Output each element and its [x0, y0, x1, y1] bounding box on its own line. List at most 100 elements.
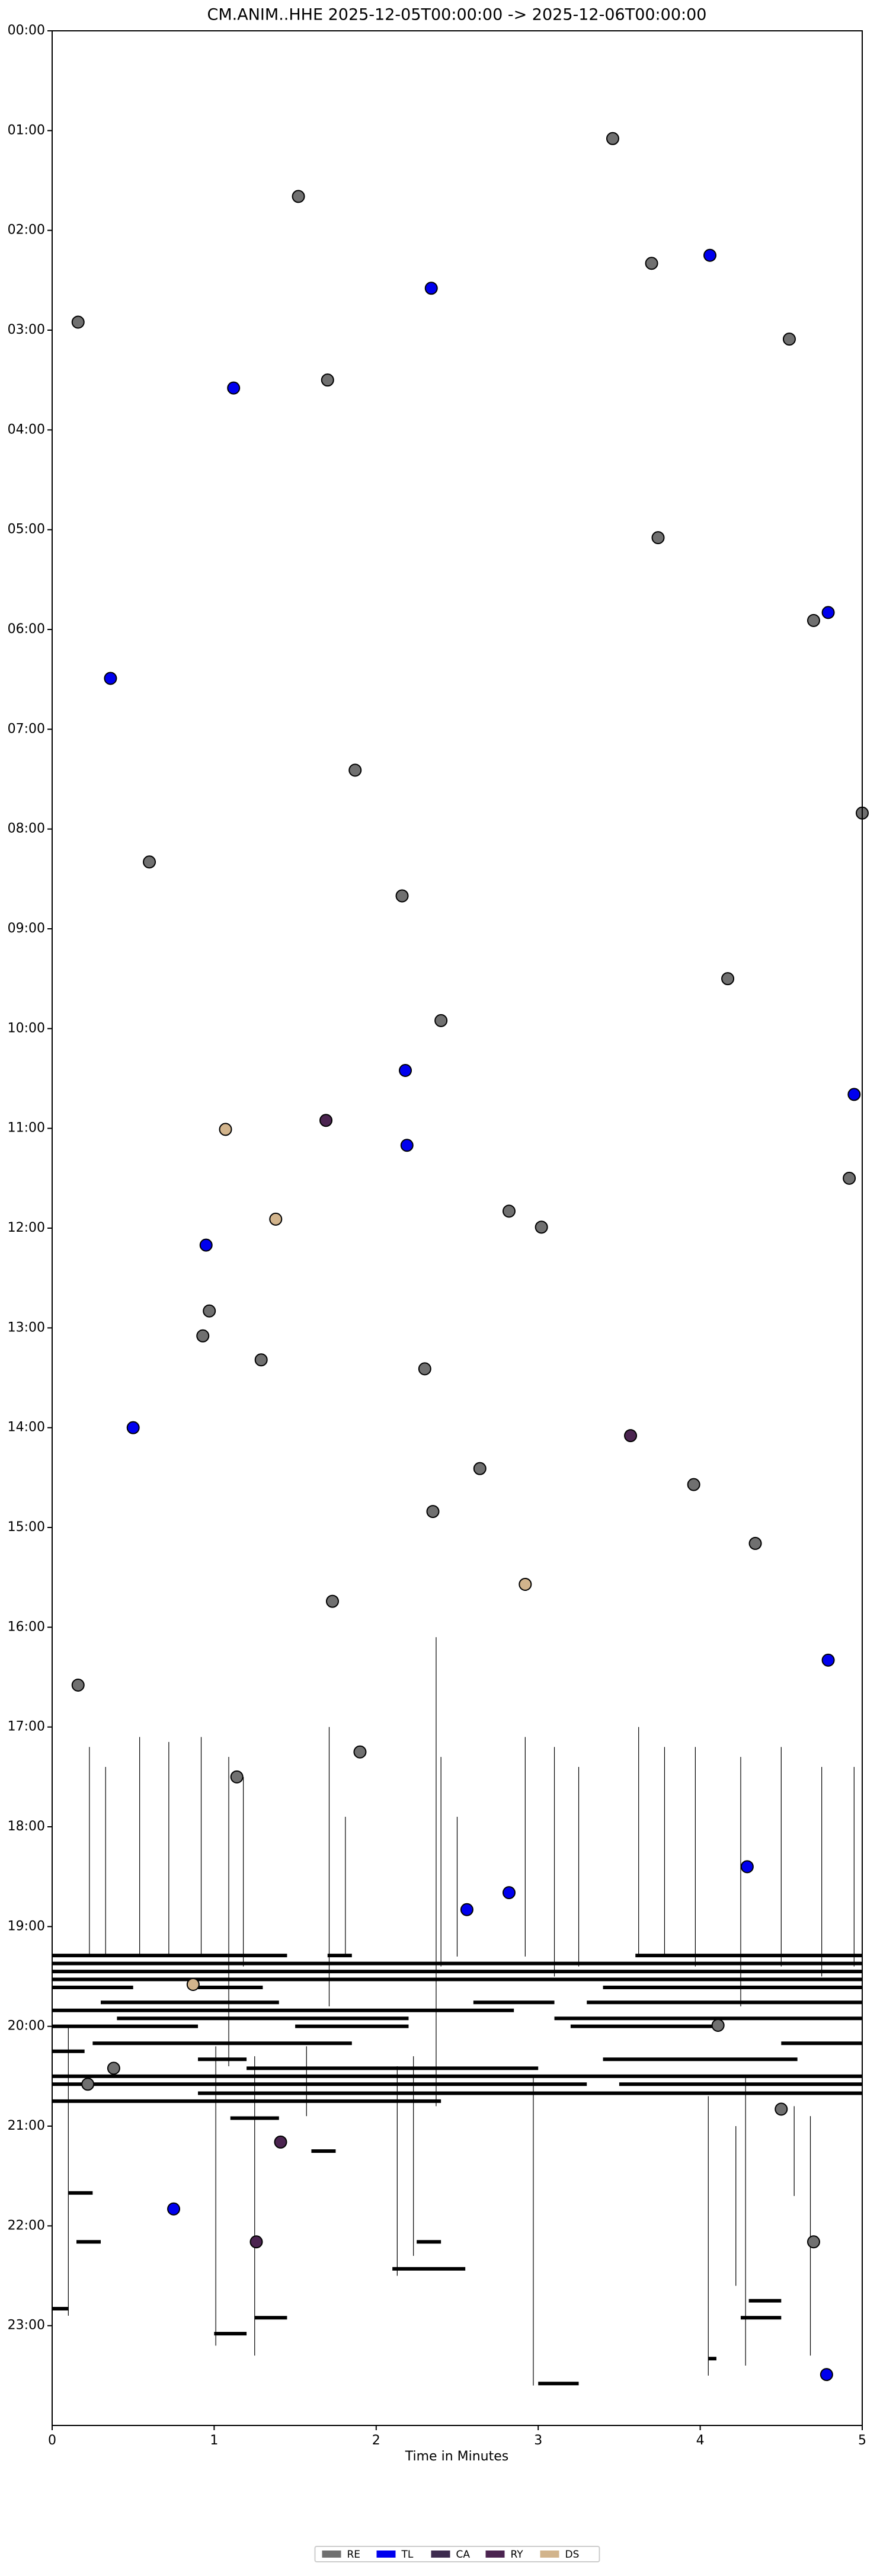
event-marker: [782, 333, 796, 346]
event-marker: [395, 889, 409, 903]
event-marker: [71, 1678, 85, 1692]
event-marker: [748, 1536, 762, 1550]
event-marker: [418, 1362, 431, 1376]
event-marker: [535, 1220, 548, 1234]
y-tick-label: 05:00: [8, 522, 45, 537]
x-tick-label: 3: [534, 2433, 542, 2448]
y-tick-label: 00:00: [8, 23, 45, 38]
event-marker: [711, 2018, 725, 2032]
event-marker: [254, 1353, 268, 1367]
event-marker: [81, 2078, 95, 2091]
event-marker: [353, 1745, 367, 1759]
event-marker: [645, 257, 658, 270]
event-marker: [143, 855, 156, 869]
event-marker: [325, 1594, 339, 1608]
event-marker: [473, 1462, 487, 1475]
y-tick-label: 17:00: [8, 1720, 45, 1734]
event-marker: [687, 1478, 700, 1491]
y-tick-label: 09:00: [8, 921, 45, 936]
event-marker: [807, 613, 820, 627]
legend-swatch: [322, 2551, 341, 2558]
y-tick-label: 13:00: [8, 1320, 45, 1335]
event-marker: [624, 1429, 638, 1443]
event-marker: [230, 1770, 244, 1784]
event-marker: [292, 190, 305, 203]
y-tick-label: 14:00: [8, 1420, 45, 1435]
x-tick-label: 2: [372, 2433, 380, 2448]
x-tick-label: 0: [48, 2433, 56, 2448]
event-marker: [721, 972, 735, 986]
event-marker: [502, 1204, 516, 1218]
event-marker: [219, 1123, 232, 1136]
x-tick-label: 1: [210, 2433, 218, 2448]
event-marker: [424, 282, 438, 295]
event-marker: [400, 1139, 414, 1152]
y-tick-label: 18:00: [8, 1819, 45, 1834]
legend-label: CA: [456, 2549, 471, 2561]
event-marker: [651, 531, 665, 545]
event-marker: [460, 1903, 473, 1916]
y-tick-label: 07:00: [8, 721, 45, 736]
event-marker: [703, 248, 717, 262]
event-marker: [167, 2202, 181, 2216]
event-marker: [399, 1064, 412, 1078]
event-marker: [71, 315, 85, 329]
event-marker: [196, 1329, 210, 1343]
y-tick-label: 04:00: [8, 422, 45, 437]
event-marker: [821, 1653, 835, 1667]
event-marker: [775, 2102, 788, 2116]
event-marker: [321, 373, 334, 387]
event-marker: [426, 1505, 440, 1519]
plot-frame: [52, 30, 863, 2426]
y-tick-label: 20:00: [8, 2019, 45, 2034]
x-axis-label: Time in Minutes: [405, 2449, 509, 2464]
y-tick-label: 10:00: [8, 1021, 45, 1035]
chart-title: CM.ANIM..HHE 2025-12-05T00:00:00 -> 2025…: [207, 6, 707, 24]
y-tick-label: 08:00: [8, 822, 45, 836]
legend-label: RE: [347, 2549, 361, 2561]
legend-swatch: [485, 2551, 505, 2558]
y-tick-label: 21:00: [8, 2118, 45, 2133]
event-marker: [847, 1088, 861, 1101]
event-marker: [104, 672, 117, 685]
event-marker: [821, 606, 835, 619]
y-tick-label: 12:00: [8, 1220, 45, 1235]
y-tick-label: 03:00: [8, 322, 45, 337]
traces: [52, 1637, 862, 2386]
event-marker: [348, 763, 362, 777]
y-tick-label: 06:00: [8, 622, 45, 637]
event-marker: [434, 1014, 448, 1027]
y-tick-label: 11:00: [8, 1121, 45, 1136]
event-marker: [203, 1304, 216, 1318]
event-marker: [186, 1977, 200, 1991]
event-marker: [126, 1421, 140, 1434]
event-marker: [807, 2235, 820, 2249]
y-tick-label: 19:00: [8, 1919, 45, 1933]
y-tick-label: 02:00: [8, 223, 45, 238]
event-marker: [519, 1577, 532, 1591]
event-marker: [319, 1114, 333, 1127]
y-tick-label: 15:00: [8, 1520, 45, 1535]
legend-label: TL: [401, 2549, 414, 2561]
legend-swatch: [540, 2551, 559, 2558]
event-marker: [606, 132, 619, 145]
legend-label: DS: [565, 2549, 580, 2561]
event-marker: [820, 2368, 833, 2382]
event-marker: [502, 1886, 516, 1900]
legend-label: RY: [511, 2549, 524, 2561]
y-tick-label: 22:00: [8, 2218, 45, 2233]
event-marker: [107, 2062, 120, 2075]
x-tick-label: 4: [696, 2433, 705, 2448]
y-tick-label: 01:00: [8, 123, 45, 138]
y-tick-label: 16:00: [8, 1619, 45, 1634]
event-marker: [740, 1860, 754, 1874]
event-marker: [227, 381, 241, 395]
event-marker: [843, 1171, 856, 1185]
legend-swatch: [431, 2551, 450, 2558]
legend-swatch: [376, 2551, 396, 2558]
legend-box: [314, 2546, 600, 2562]
event-marker: [269, 1212, 283, 1226]
x-tick-label: 5: [858, 2433, 866, 2448]
